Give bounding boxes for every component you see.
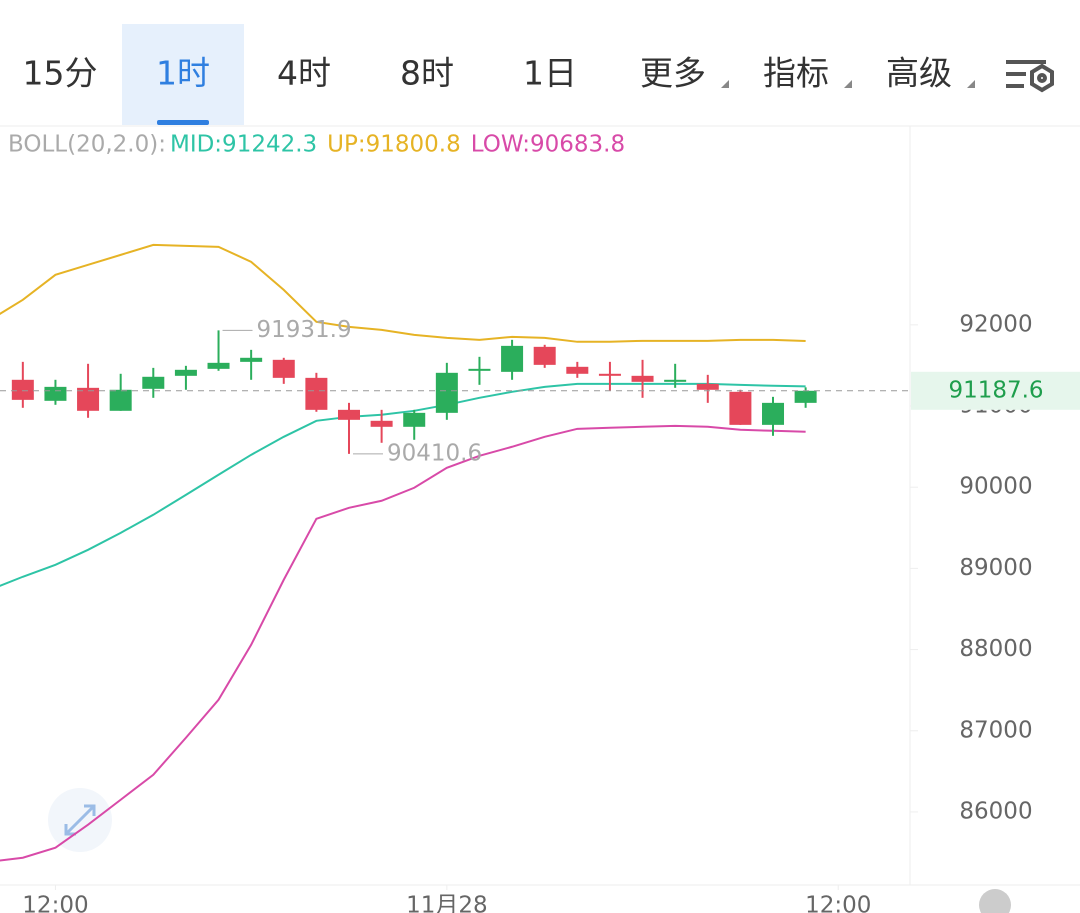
- legend-entry: LOW:90683.8: [471, 132, 625, 158]
- boll-line: [0, 424, 806, 862]
- boll-line: [0, 243, 806, 343]
- annotation-label: 91931.9: [257, 317, 352, 343]
- candle-body: [240, 357, 263, 362]
- candle-body: [142, 376, 165, 389]
- candle-body: [501, 345, 524, 372]
- plot: [0, 243, 817, 862]
- candle-body: [696, 383, 719, 390]
- candle-body: [533, 346, 556, 365]
- tab[interactable]: 高级: [886, 54, 952, 93]
- x-tick-label: 12:00: [22, 893, 88, 913]
- x-tick-label: 11月28: [406, 893, 488, 913]
- dropdown-arrow: [844, 80, 852, 88]
- candle-body: [44, 386, 67, 401]
- expand-icon[interactable]: [48, 788, 112, 852]
- candle-body: [370, 420, 393, 427]
- tab[interactable]: 8时: [400, 54, 454, 93]
- legend-entry: UP:91800.8: [327, 132, 461, 158]
- y-tick-label: 86000: [959, 798, 1032, 824]
- tab-highlight: [122, 24, 244, 125]
- y-tick-label: 88000: [959, 636, 1032, 662]
- y-tick-label: 90000: [959, 474, 1032, 500]
- candle-body: [762, 402, 785, 425]
- logo: [979, 889, 1011, 913]
- x-tick-label: 12:00: [805, 893, 871, 913]
- dropdown-arrow: [967, 80, 975, 88]
- candle-body: [109, 389, 132, 411]
- boll-line: [0, 382, 806, 587]
- candle-body: [305, 377, 328, 410]
- tab[interactable]: 4时: [277, 54, 331, 93]
- candle-body: [337, 409, 360, 420]
- candle-body: [272, 359, 295, 378]
- y-tick-label: 89000: [959, 555, 1032, 581]
- legend-entry: MID:91242.3: [170, 132, 317, 158]
- candle-body: [566, 366, 589, 374]
- candle-body: [468, 368, 491, 371]
- tab[interactable]: 更多: [640, 54, 706, 93]
- candle-body: [794, 390, 817, 403]
- candle-body: [664, 379, 687, 382]
- candle-body: [174, 369, 197, 376]
- tab[interactable]: 1时: [156, 54, 210, 93]
- tab[interactable]: 1日: [523, 54, 577, 93]
- last-price-box: [911, 371, 1080, 410]
- candle-body: [11, 379, 34, 400]
- candle-body: [729, 391, 752, 425]
- candle-body: [631, 375, 654, 382]
- indicator-label: BOLL(20,2.0):: [8, 132, 166, 158]
- tab[interactable]: 15分: [23, 54, 98, 93]
- candle-body: [403, 412, 426, 427]
- y-tick-label: 92000: [959, 311, 1032, 337]
- candle-body: [435, 372, 458, 413]
- last-price-label: 91187.6: [948, 377, 1043, 403]
- candle-body: [77, 387, 100, 411]
- tab-underline: [157, 120, 209, 125]
- candle-body: [207, 362, 230, 369]
- settings-icon[interactable]: [1006, 60, 1054, 93]
- annotation-label: 90410.6: [387, 440, 482, 466]
- y-tick-label: 87000: [959, 717, 1032, 743]
- tab[interactable]: 指标: [763, 54, 829, 93]
- candle-body: [598, 373, 621, 376]
- dropdown-arrow: [721, 80, 729, 88]
